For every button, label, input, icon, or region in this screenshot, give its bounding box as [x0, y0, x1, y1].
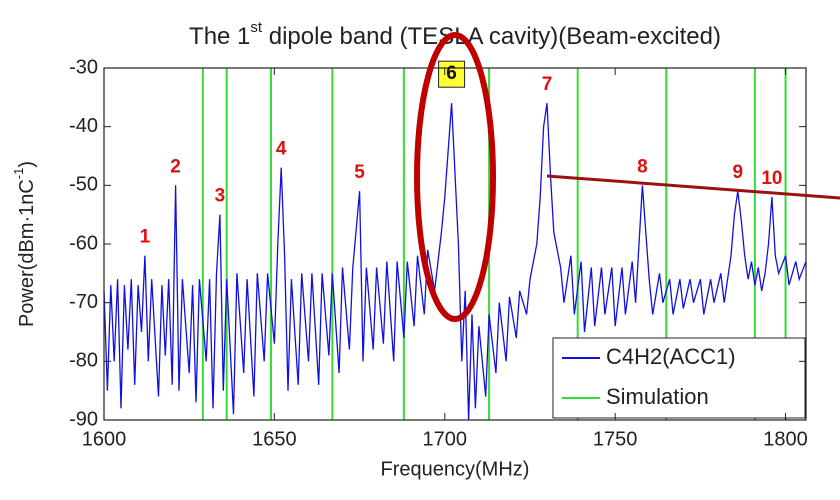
y-label-sup: -1: [11, 168, 26, 180]
y-tick-label: -70: [69, 291, 98, 313]
annotation: 4: [276, 139, 287, 160]
y-tick-label: -60: [69, 232, 98, 254]
spectrum-line: [103, 103, 807, 421]
x-tick-label: 1700: [423, 428, 468, 450]
y-tick-label: -50: [69, 174, 98, 196]
title-text: The 1: [189, 23, 250, 50]
x-tick-label: 1750: [593, 428, 638, 450]
legend-box: [552, 337, 806, 419]
annotation: 9: [733, 162, 744, 183]
annotation: 3: [215, 186, 226, 207]
annotation: 1: [140, 227, 151, 248]
annotation: 10: [761, 168, 782, 189]
y-tick-label: -80: [69, 350, 98, 372]
x-tick-label: 1800: [763, 428, 808, 450]
title-sup: st: [250, 19, 263, 36]
annotation: 5: [354, 162, 365, 183]
x-tick-label: 1600: [82, 428, 127, 450]
y-label-rest: ): [16, 161, 38, 168]
pointer-line: [546, 174, 840, 200]
annotation-box: [438, 60, 466, 88]
legend: C4H2(ACC1) Simulation: [552, 337, 806, 419]
annotation: 7: [542, 74, 553, 95]
legend-label: C4H2(ACC1): [606, 344, 736, 369]
title-rest: dipole band (TESLA cavity)(Beam-excited): [262, 23, 721, 50]
x-axis-label: Frequency(MHz): [381, 458, 530, 480]
y-tick-label: -30: [69, 56, 98, 78]
annotation: 6: [446, 63, 457, 84]
y-tick-label: -90: [69, 408, 98, 430]
y-tick-label: -40: [69, 115, 98, 137]
y-label-text: Power(dBm·1nC: [16, 179, 38, 327]
annotation: 8: [637, 156, 648, 177]
annotation: 2: [170, 156, 181, 177]
legend-label: Simulation: [606, 384, 709, 409]
x-tick-label: 1650: [252, 428, 297, 450]
chart-title: The 1st dipole band (TESLA cavity)(Beam-…: [189, 19, 721, 50]
y-axis-label: Power(dBm·1nC-1): [11, 161, 38, 327]
highlight-ellipse: [414, 32, 496, 322]
